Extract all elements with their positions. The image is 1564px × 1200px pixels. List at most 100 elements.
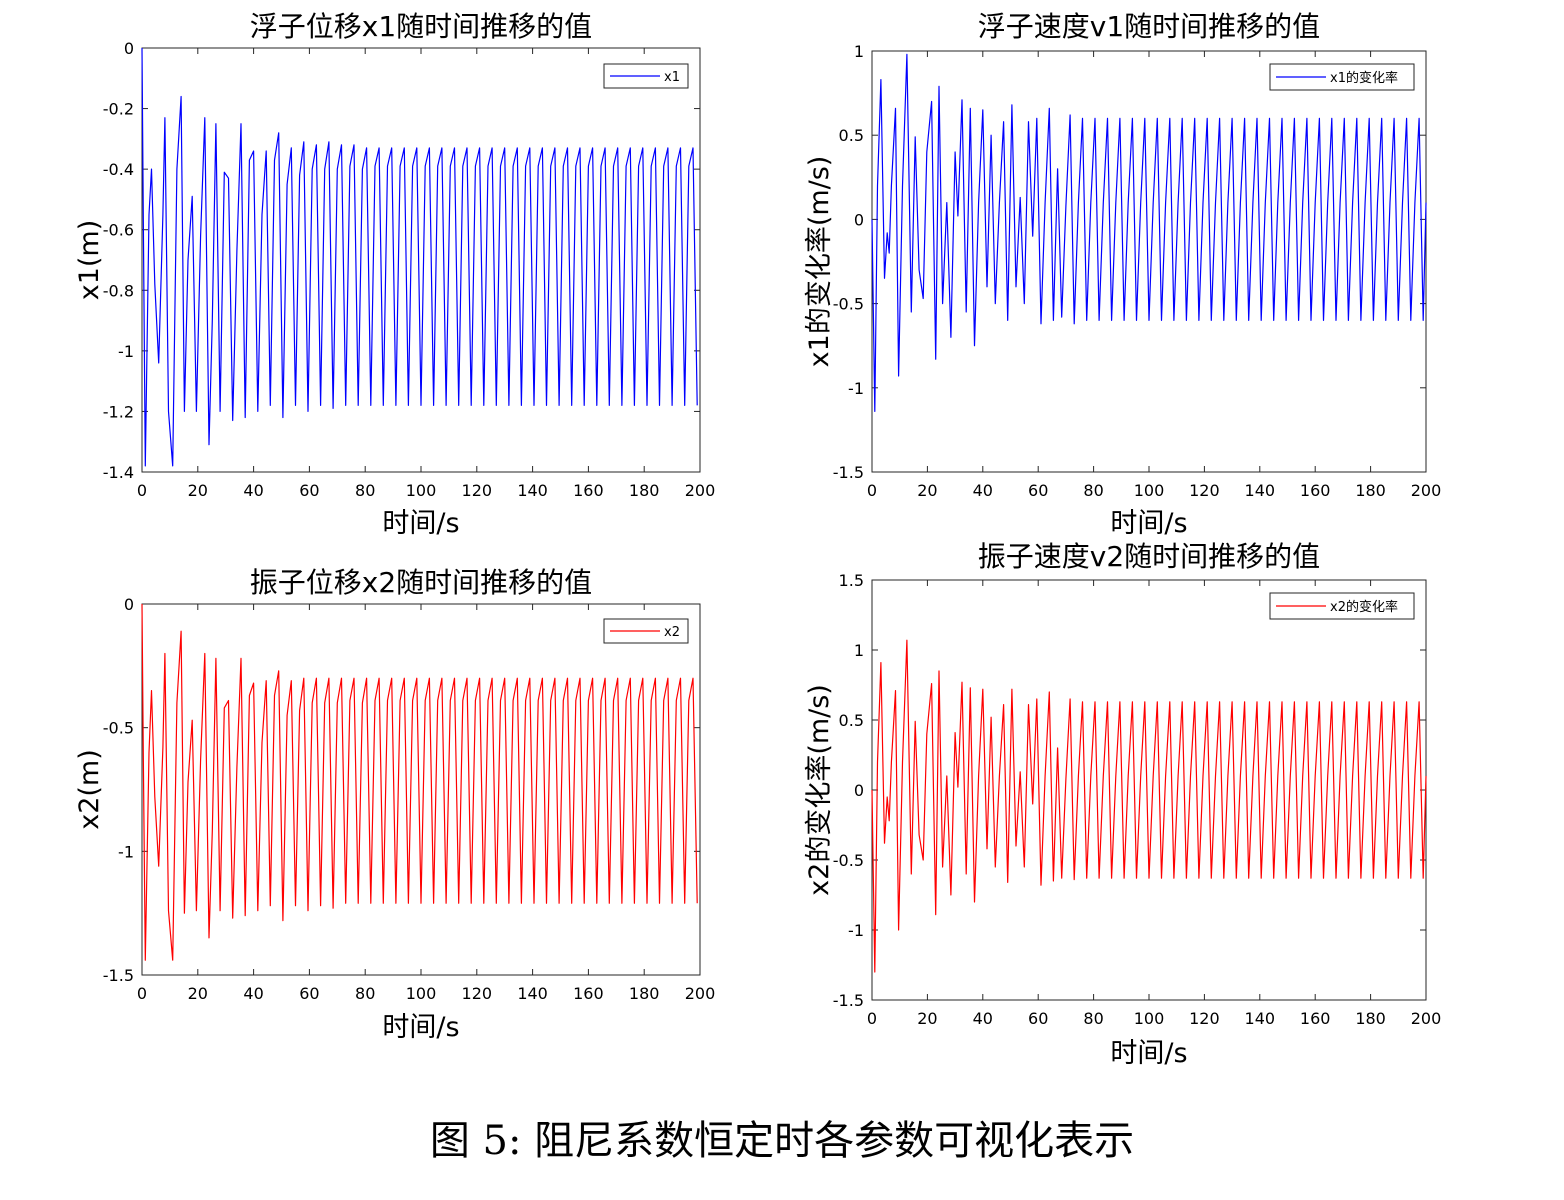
x-tick-label: 80 bbox=[355, 984, 375, 1003]
x-tick-label: 100 bbox=[406, 984, 437, 1003]
x-axis-label: 时间/s bbox=[1110, 1038, 1187, 1069]
x-tick-label: 80 bbox=[355, 481, 375, 500]
series-line-x2的变化率 bbox=[871, 639, 1427, 973]
y-tick-label: -1 bbox=[118, 842, 134, 861]
x-tick-label: 60 bbox=[1028, 1009, 1048, 1028]
chart-title: 浮子位移x1随时间推移的值 bbox=[250, 10, 592, 43]
y-tick-label: -1.2 bbox=[103, 402, 134, 421]
y-tick-label: -1 bbox=[118, 342, 134, 361]
x-tick-label: 0 bbox=[867, 1009, 877, 1028]
x-tick-label: 40 bbox=[973, 481, 993, 500]
x-tick-label: 120 bbox=[462, 481, 493, 500]
x-tick-label: 40 bbox=[973, 1009, 993, 1028]
x-axis-label: 时间/s bbox=[382, 1012, 459, 1043]
x-tick-label: 160 bbox=[573, 481, 604, 500]
x-tick-label: 180 bbox=[629, 481, 660, 500]
y-tick-label: -1.4 bbox=[103, 463, 134, 482]
legend-label: x1 bbox=[664, 70, 680, 85]
y-tick-label: -1.5 bbox=[103, 966, 134, 985]
y-axis-label: x2(m) bbox=[74, 749, 105, 830]
x-tick-label: 20 bbox=[917, 1009, 937, 1028]
x-tick-label: 180 bbox=[1355, 481, 1386, 500]
x-axis-label: 时间/s bbox=[1110, 508, 1187, 539]
x-tick-label: 200 bbox=[1411, 1009, 1442, 1028]
x-tick-label: 40 bbox=[243, 984, 263, 1003]
plot-area-frame bbox=[141, 47, 701, 473]
plot-area-frame bbox=[871, 50, 1427, 473]
legend-label: x2 bbox=[664, 625, 680, 640]
x-tick-label: 20 bbox=[188, 984, 208, 1003]
x-tick-label: 0 bbox=[137, 984, 147, 1003]
y-tick-label: -0.5 bbox=[833, 851, 864, 870]
plot-area-frame bbox=[141, 603, 701, 976]
y-axis-label: x1(m) bbox=[74, 220, 105, 301]
y-tick-label: -1.5 bbox=[833, 991, 864, 1010]
y-axis-label: x2的变化率(m/s) bbox=[804, 684, 835, 896]
x-tick-label: 160 bbox=[573, 984, 604, 1003]
legend-label: x2的变化率 bbox=[1330, 599, 1398, 615]
x-tick-label: 120 bbox=[1189, 1009, 1220, 1028]
x-tick-label: 100 bbox=[1134, 1009, 1165, 1028]
x-tick-label: 160 bbox=[1300, 481, 1331, 500]
x-tick-label: 100 bbox=[1134, 481, 1165, 500]
figure-caption-text: 图 5: 阻尼系数恒定时各参数可视化表示 bbox=[429, 1118, 1135, 1164]
legend-label: x1的变化率 bbox=[1330, 70, 1398, 86]
y-tick-label: -1 bbox=[848, 921, 864, 940]
chart-title: 振子位移x2随时间推移的值 bbox=[250, 566, 592, 599]
chart-panel: 0 20 40 60 80 100 120 140 160 180 200 1.5 1 0.5 0 -0.5 -… bbox=[804, 540, 1441, 1069]
y-tick-label: -0.4 bbox=[103, 160, 134, 179]
x-tick-label: 80 bbox=[1083, 1009, 1103, 1028]
x-tick-label: 20 bbox=[188, 481, 208, 500]
x-tick-label: 140 bbox=[517, 984, 548, 1003]
x-tick-label: 0 bbox=[867, 481, 877, 500]
y-tick-label: -0.6 bbox=[103, 221, 134, 240]
x-tick-label: 120 bbox=[1189, 481, 1220, 500]
x-tick-label: 140 bbox=[1245, 481, 1276, 500]
y-tick-label: -0.5 bbox=[833, 295, 864, 314]
y-tick-label: -1.5 bbox=[833, 463, 864, 482]
x-tick-label: 160 bbox=[1300, 1009, 1331, 1028]
figure-caption: 图 5: 阻尼系数恒定时各参数可视化表示 bbox=[0, 1108, 1564, 1166]
legend: x1的变化率 bbox=[1269, 63, 1415, 91]
legend: x2 bbox=[603, 618, 689, 644]
x-tick-label: 200 bbox=[685, 481, 716, 500]
chart-title: 浮子速度v1随时间推移的值 bbox=[978, 10, 1320, 43]
y-tick-label: 0 bbox=[854, 781, 864, 800]
y-tick-label: 0.5 bbox=[839, 126, 864, 145]
x-tick-label: 200 bbox=[1411, 481, 1442, 500]
y-tick-label: 0.5 bbox=[839, 711, 864, 730]
figure: 0 20 40 60 80 100 120 140 160 180 2000-0.2-0.4-0.6… bbox=[74, 10, 1441, 1069]
y-tick-label: 1 bbox=[854, 42, 864, 61]
x-tick-label: 60 bbox=[299, 481, 319, 500]
y-tick-label: 0 bbox=[124, 39, 134, 58]
x-tick-label: 20 bbox=[917, 481, 937, 500]
x-tick-label: 60 bbox=[299, 984, 319, 1003]
y-tick-label: 1.5 bbox=[839, 571, 864, 590]
x-tick-label: 180 bbox=[629, 984, 660, 1003]
series-line-x1的变化率 bbox=[871, 53, 1427, 412]
y-tick-label: 0 bbox=[124, 595, 134, 614]
x-tick-label: 40 bbox=[243, 481, 263, 500]
x-tick-label: 140 bbox=[1245, 1009, 1276, 1028]
x-tick-label: 140 bbox=[517, 481, 548, 500]
y-tick-label: 1 bbox=[854, 641, 864, 660]
legend: x1 bbox=[603, 63, 689, 89]
x-tick-label: 200 bbox=[685, 984, 716, 1003]
chart-panel: 0 20 40 60 80 100 120 140 160 180 200 1 0.5 0 -0.5 -1 -1… bbox=[804, 10, 1441, 539]
x-tick-label: 0 bbox=[137, 481, 147, 500]
x-axis-label: 时间/s bbox=[382, 508, 459, 539]
chart-title: 振子速度v2随时间推移的值 bbox=[978, 540, 1320, 573]
y-tick-label: -1 bbox=[848, 379, 864, 398]
y-tick-label: -0.2 bbox=[103, 100, 134, 119]
y-axis-label: x1的变化率(m/s) bbox=[804, 156, 835, 368]
x-tick-label: 180 bbox=[1355, 1009, 1386, 1028]
x-tick-label: 100 bbox=[406, 481, 437, 500]
x-tick-label: 120 bbox=[462, 984, 493, 1003]
chart-panel: 0 20 40 60 80 100 120 140 160 180 200 0 -0.5 -1 -1.5 振子… bbox=[74, 566, 715, 1043]
series-line-x1 bbox=[141, 47, 698, 467]
plot-area-frame bbox=[871, 579, 1427, 1001]
chart-panel: 0 20 40 60 80 100 120 140 160 180 200 0 -0.2 -0.4 -0.6… bbox=[74, 10, 715, 539]
y-tick-label: -0.5 bbox=[103, 719, 134, 738]
y-tick-label: -0.8 bbox=[103, 281, 134, 300]
x-tick-label: 80 bbox=[1083, 481, 1103, 500]
